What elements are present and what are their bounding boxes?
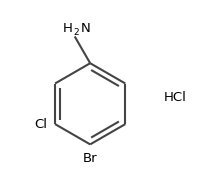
- Text: H: H: [63, 22, 73, 34]
- Text: Cl: Cl: [34, 118, 47, 131]
- Text: HCl: HCl: [164, 92, 187, 104]
- Text: 2: 2: [74, 28, 79, 37]
- Text: N: N: [81, 22, 91, 34]
- Text: Br: Br: [83, 152, 97, 165]
